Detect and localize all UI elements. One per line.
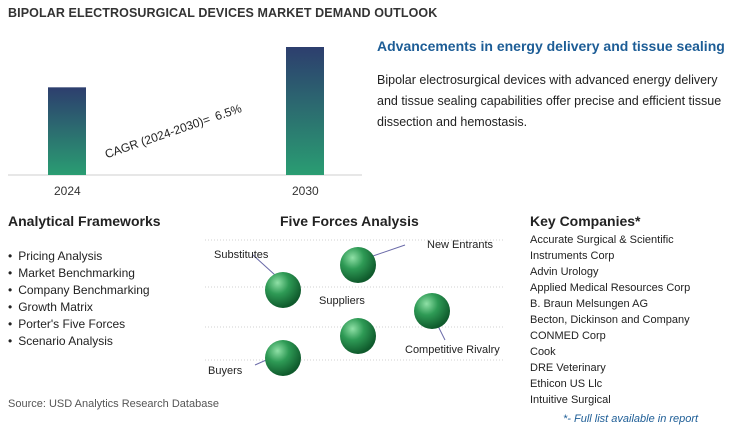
label-competitive-rivalry: Competitive Rivalry [405,344,500,356]
advancement-body: Bipolar electrosurgical devices with adv… [377,73,722,129]
five-forces-diagram: Substitutes New Entrants Suppliers Compe… [195,215,515,390]
list-item: Becton, Dickinson and Company [530,314,690,326]
companies-heading: Key Companies* [530,213,641,229]
label-buyers: Buyers [208,365,243,377]
list-item: CONMED Corp [530,330,606,342]
market-demand-chart: 2024 2030 CAGR (2024-2030)=6.5% [0,30,370,205]
list-item: Cook [530,346,556,358]
list-item: Market Benchmarking [8,265,150,282]
page-title: BIPOLAR ELECTROSURGICAL DEVICES MARKET D… [8,6,438,20]
label-substitutes: Substitutes [214,249,269,261]
list-item: Porter's Five Forces [8,316,150,333]
list-item: Growth Matrix [8,299,150,316]
list-item: Accurate Surgical & Scientific [530,234,674,246]
list-item: Advin Urology [530,266,599,278]
list-item: Applied Medical Resources Corp [530,282,691,294]
list-item: Pricing Analysis [8,248,150,265]
sphere-competitive-rivalry [414,293,450,329]
x-tick-2030: 2030 [292,184,319,198]
companies-footnote: *- Full list available in report [563,413,699,425]
list-item: DRE Veterinary [530,362,606,374]
list-item: Scenario Analysis [8,333,150,350]
sphere-new-entrants [340,247,376,283]
label-new-entrants: New Entrants [427,239,494,251]
list-item: Company Benchmarking [8,282,149,299]
advancement-heading: Advancements in energy delivery and tiss… [377,38,725,54]
label-suppliers: Suppliers [319,295,365,307]
list-item: Ethicon US Llc [530,378,603,390]
sphere-suppliers [340,318,376,354]
five-forces-svg [205,239,505,376]
list-item: Instruments Corp [530,250,615,262]
source-note: Source: USD Analytics Research Database [8,398,219,410]
list-item: Intuitive Surgical [530,394,611,406]
five-forces-heading: Five Forces Analysis [280,213,419,229]
frameworks-heading: Analytical Frameworks [8,213,161,229]
x-tick-2024: 2024 [54,184,81,198]
bar-2024 [48,87,86,175]
sphere-buyers [265,340,301,376]
sphere-substitutes [265,272,301,308]
frameworks-list: Pricing Analysis Market Benchmarking Com… [8,248,150,350]
bar-chart-svg [8,47,362,176]
companies-list: Accurate Surgical & Scientific Instrumen… [530,232,730,408]
bar-2030 [286,47,324,175]
list-item: B. Braun Melsungen AG [530,298,649,310]
